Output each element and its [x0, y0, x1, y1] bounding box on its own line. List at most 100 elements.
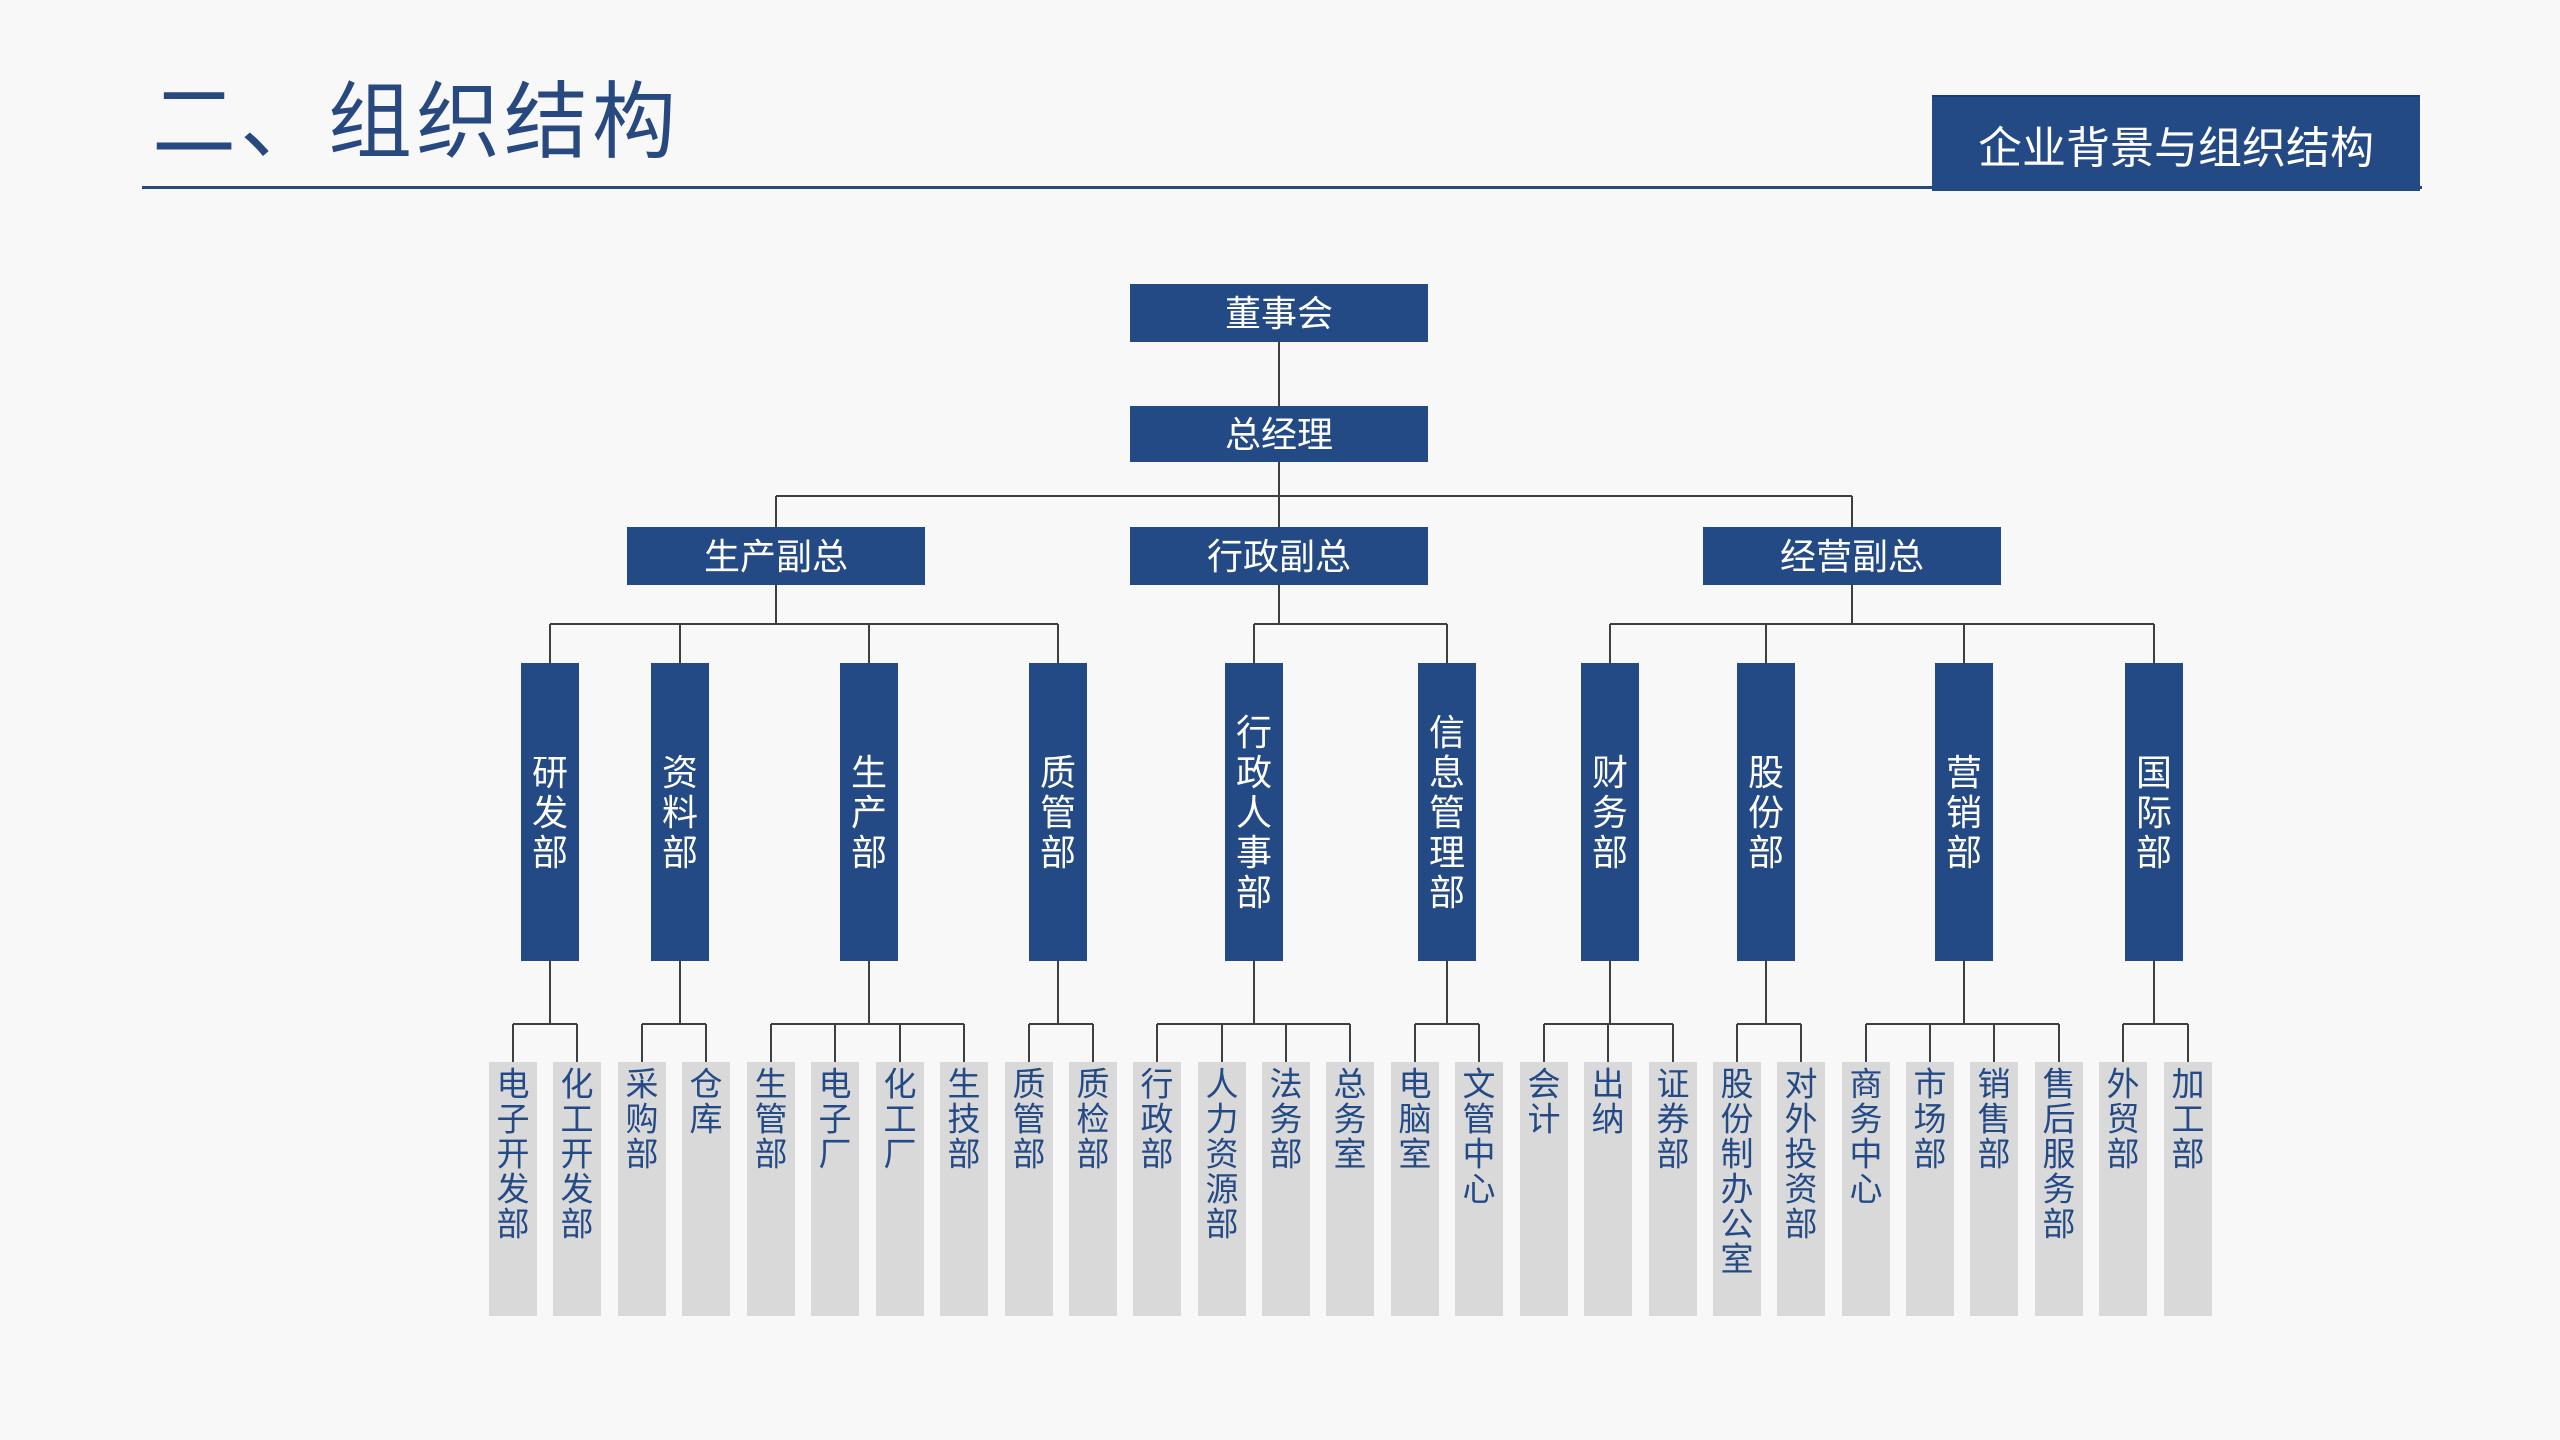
board-of-directors-node-box [1130, 284, 1428, 342]
unit-node-box [1198, 1062, 1246, 1316]
unit-node-box [1391, 1062, 1439, 1316]
unit-node-box [1326, 1062, 1374, 1316]
unit-node: 质管部 [1005, 1062, 1053, 1316]
general-manager-node: 总经理 [1130, 406, 1428, 462]
unit-node-label: 电脑室 [1399, 1064, 1432, 1173]
department-node-label: 资料部 [662, 753, 698, 874]
department-node-box [1418, 663, 1476, 961]
unit-node-box [747, 1062, 795, 1316]
general-manager-node-label: 总经理 [1225, 415, 1333, 456]
unit-node: 化工厂 [876, 1062, 924, 1316]
unit-node-box [2035, 1062, 2083, 1316]
unit-node-label: 市场部 [1914, 1064, 1947, 1173]
unit-node-box [811, 1062, 859, 1316]
unit-node-box [1584, 1062, 1632, 1316]
title-divider [142, 186, 2422, 189]
department-node-box [521, 663, 579, 961]
unit-node-box [1906, 1062, 1954, 1316]
unit-node-label: 采购部 [626, 1064, 659, 1173]
unit-node: 采购部 [618, 1062, 666, 1316]
section-badge: 企业背景与组织结构 [1932, 95, 2420, 191]
unit-node: 生技部 [940, 1062, 988, 1316]
unit-node: 行政部 [1133, 1062, 1181, 1316]
unit-node-label: 电子开发部 [497, 1064, 530, 1243]
unit-node-box [1069, 1062, 1117, 1316]
deputy-node: 行政副总 [1130, 527, 1428, 585]
unit-node: 会计 [1520, 1062, 1568, 1316]
unit-node: 电子开发部 [489, 1062, 537, 1316]
unit-node-box [1520, 1062, 1568, 1316]
unit-node-box [940, 1062, 988, 1316]
unit-node-box [1455, 1062, 1503, 1316]
department-node: 行政人事部 [1225, 663, 1283, 961]
unit-node-label: 生管部 [755, 1064, 788, 1173]
unit-node: 销售部 [1970, 1062, 2018, 1316]
unit-node: 生管部 [747, 1062, 795, 1316]
unit-node: 化工开发部 [553, 1062, 601, 1316]
department-node-box [2125, 663, 2183, 961]
unit-node-label: 加工部 [2172, 1064, 2205, 1173]
board-of-directors-node-label: 董事会 [1225, 294, 1333, 335]
unit-node: 股份制办公室 [1713, 1062, 1761, 1316]
department-node: 营销部 [1935, 663, 1993, 961]
unit-node-box [682, 1062, 730, 1316]
unit-node-box [2164, 1062, 2212, 1316]
unit-node-label: 电子厂 [819, 1064, 852, 1173]
unit-node-label: 行政部 [1141, 1064, 1174, 1173]
unit-node: 出纳 [1584, 1062, 1632, 1316]
department-node-box [1225, 663, 1283, 961]
unit-node-label: 商务中心 [1850, 1064, 1883, 1208]
deputy-node-box [627, 527, 925, 585]
unit-node-box [1842, 1062, 1890, 1316]
unit-node-box [1970, 1062, 2018, 1316]
unit-node-box [876, 1062, 924, 1316]
unit-node: 人力资源部 [1198, 1062, 1246, 1316]
board-of-directors-node: 董事会 [1130, 284, 1428, 342]
unit-node-label: 化工开发部 [561, 1064, 594, 1243]
unit-node: 证券部 [1649, 1062, 1697, 1316]
department-node: 资料部 [651, 663, 709, 961]
unit-node-label: 化工厂 [884, 1064, 917, 1173]
department-node-label: 生产部 [851, 753, 887, 874]
unit-node: 电脑室 [1391, 1062, 1439, 1316]
unit-node-box [1133, 1062, 1181, 1316]
unit-node-label: 人力资源部 [1206, 1064, 1239, 1243]
page-title: 二、组织结构 [152, 73, 681, 171]
unit-node-box [553, 1062, 601, 1316]
department-node-label: 股份部 [1748, 753, 1784, 874]
unit-node-box [1777, 1062, 1825, 1316]
unit-node-label: 法务部 [1270, 1064, 1303, 1173]
department-node-box [1581, 663, 1639, 961]
department-node-label: 财务部 [1592, 753, 1628, 874]
unit-node-box [2099, 1062, 2147, 1316]
unit-node: 电子厂 [811, 1062, 859, 1316]
department-node-label: 营销部 [1946, 753, 1982, 874]
department-node: 信息管理部 [1418, 663, 1476, 961]
department-node-box [840, 663, 898, 961]
unit-node-label: 质管部 [1013, 1064, 1046, 1173]
department-node: 财务部 [1581, 663, 1639, 961]
unit-node-box [1649, 1062, 1697, 1316]
unit-node-label: 总务室 [1334, 1064, 1367, 1173]
unit-node-box [1713, 1062, 1761, 1316]
deputy-node-box [1703, 527, 2001, 585]
department-node-label: 信息管理部 [1429, 713, 1465, 914]
department-node: 生产部 [840, 663, 898, 961]
deputy-node-label: 经营副总 [1780, 537, 1924, 578]
deputy-node-label: 行政副总 [1207, 537, 1351, 578]
unit-node-label: 外贸部 [2107, 1064, 2140, 1173]
deputy-node: 经营副总 [1703, 527, 2001, 585]
unit-node: 市场部 [1906, 1062, 1954, 1316]
unit-node: 外贸部 [2099, 1062, 2147, 1316]
unit-node-label: 出纳 [1592, 1064, 1625, 1138]
unit-node-box [618, 1062, 666, 1316]
unit-node: 法务部 [1262, 1062, 1310, 1316]
general-manager-node-box [1130, 406, 1428, 462]
unit-node-label: 对外投资部 [1785, 1064, 1818, 1243]
unit-node-label: 质检部 [1077, 1064, 1110, 1173]
department-node: 质管部 [1029, 663, 1087, 961]
unit-node: 仓库 [682, 1062, 730, 1316]
department-node-box [1029, 663, 1087, 961]
department-node: 研发部 [521, 663, 579, 961]
